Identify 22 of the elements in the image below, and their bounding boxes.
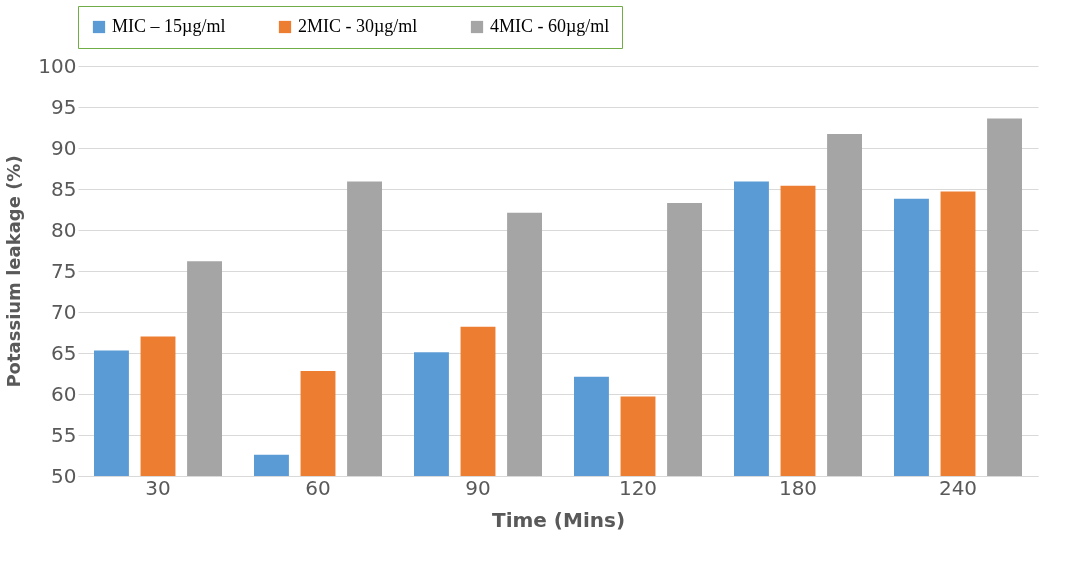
y-tick-label: 70 <box>51 299 77 324</box>
y-tick-label: 60 <box>51 381 77 406</box>
y-tick-label: 95 <box>51 94 77 119</box>
x-tick-label: 90 <box>465 475 491 500</box>
x-tick-label: 180 <box>778 475 818 500</box>
y-tick-label: 50 <box>51 463 77 488</box>
y-tick-label: 85 <box>51 176 77 201</box>
y-tick-label: 65 <box>51 340 77 365</box>
y-tick-label: 75 <box>51 258 77 283</box>
x-tick-label: 30 <box>145 475 171 500</box>
y-axis-title: Potassium leakage (%) <box>3 155 25 388</box>
x-tick-label: 120 <box>618 475 658 500</box>
y-tick-label: 100 <box>38 53 77 78</box>
legend-label: MIC – 15µg/ml <box>112 16 226 36</box>
y-tick-label: 90 <box>51 135 77 160</box>
x-tick-label: 240 <box>938 475 978 500</box>
y-tick-label: 80 <box>51 217 77 242</box>
x-tick-label: 60 <box>305 475 331 500</box>
legend-label: 2MIC - 30µg/ml <box>298 16 418 36</box>
legend-label: 4MIC - 60µg/ml <box>490 16 610 36</box>
y-tick-label: 55 <box>51 422 77 447</box>
x-axis-title: Time (Mins) <box>491 507 626 532</box>
